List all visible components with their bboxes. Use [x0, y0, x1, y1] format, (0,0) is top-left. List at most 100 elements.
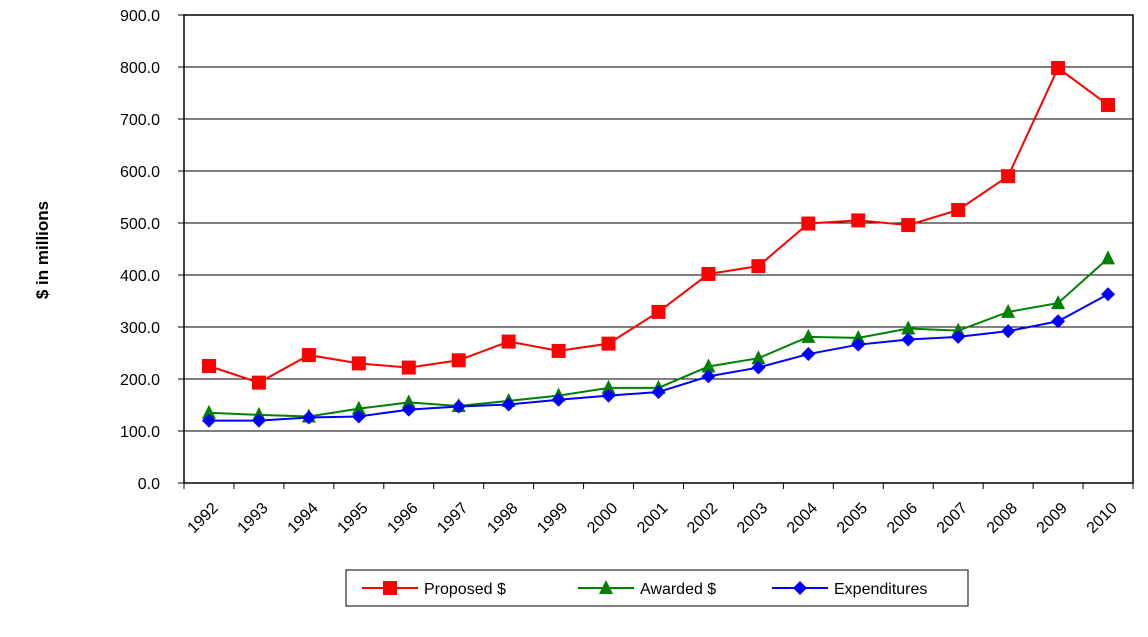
data-point	[701, 266, 716, 281]
data-point	[1101, 287, 1116, 302]
data-point	[1001, 303, 1016, 318]
x-tick-label: 2001	[634, 500, 671, 537]
data-point	[901, 332, 916, 347]
x-tick-label: 1993	[235, 500, 272, 537]
data-point	[1051, 61, 1066, 76]
data-point	[401, 394, 416, 409]
data-point	[451, 353, 466, 368]
legend-marker	[599, 580, 613, 594]
grid-lines	[184, 14, 1133, 432]
data-point	[801, 347, 816, 362]
data-point	[251, 413, 266, 428]
data-point	[651, 385, 666, 399]
data-point	[951, 203, 966, 217]
legend-item: Expenditures	[772, 581, 927, 598]
data-point	[1001, 169, 1016, 184]
data-point	[201, 404, 216, 419]
data-point	[351, 356, 366, 371]
data-point	[801, 216, 816, 231]
x-tick-label: 1997	[434, 500, 471, 537]
y-tick-label: 600.0	[120, 164, 160, 181]
data-point	[601, 388, 616, 403]
data-point	[351, 400, 366, 415]
data-point	[651, 304, 666, 319]
y-tick-label: 800.0	[120, 60, 160, 77]
legend-label: Awarded $	[640, 581, 716, 598]
plot-area	[183, 14, 1134, 484]
data-point	[701, 358, 716, 373]
legend-marker	[793, 581, 807, 595]
data-point	[901, 218, 916, 233]
x-tick-label: 1999	[534, 500, 571, 537]
data-point	[551, 392, 566, 407]
data-point	[951, 322, 966, 337]
x-tick-label: 1992	[185, 500, 222, 537]
x-tick-label: 2000	[584, 500, 621, 537]
legend: Proposed $ Awarded $ Expenditures	[345, 569, 969, 607]
data-point	[1051, 295, 1066, 310]
data-point	[351, 409, 366, 424]
x-tick-label: 1994	[285, 500, 322, 537]
y-tick-label: 200.0	[120, 372, 160, 389]
x-axis: 1992 1993 1994 1995 1996 1997 1998 1999 2000 2001…	[183, 483, 1134, 537]
data-point	[501, 397, 516, 412]
data-point	[301, 410, 316, 425]
data-point	[851, 329, 866, 344]
data-point	[851, 213, 866, 228]
y-tick-label: 400.0	[120, 268, 160, 285]
data-point	[551, 343, 566, 358]
data-point	[401, 360, 416, 375]
data-point	[451, 399, 466, 414]
plot-border	[183, 14, 1134, 484]
data-point	[401, 402, 416, 417]
x-tick-label: 2003	[734, 500, 771, 537]
y-tick-label: 300.0	[120, 320, 160, 337]
data-point	[601, 379, 616, 394]
series-proposed	[201, 61, 1116, 390]
legend-label: Proposed $	[424, 581, 506, 598]
data-point	[801, 328, 816, 343]
data-point	[251, 375, 266, 390]
x-tick-label: 2004	[784, 500, 821, 537]
data-point	[501, 334, 516, 349]
data-point	[201, 413, 216, 428]
data-point	[1001, 324, 1016, 339]
data-point	[751, 259, 766, 274]
x-tick-label: 2009	[1034, 500, 1071, 537]
legend-marker	[383, 581, 397, 595]
legend-item: Proposed $	[362, 581, 506, 598]
y-tick-label: 0.0	[138, 476, 160, 493]
y-tick-label: 500.0	[120, 216, 160, 233]
x-tick-label: 2010	[1084, 500, 1121, 537]
data-point	[901, 320, 916, 335]
x-tick-label: 2005	[834, 500, 871, 537]
legend-label: Expenditures	[834, 581, 927, 598]
data-point	[201, 359, 216, 373]
data-point	[751, 350, 766, 365]
x-tick-label: 2002	[684, 500, 721, 537]
x-tick-label: 1996	[384, 500, 421, 537]
data-point	[601, 336, 616, 351]
legend-box	[345, 569, 969, 607]
y-axis-label: $ in millions	[33, 201, 52, 299]
x-tick-label: 2006	[884, 500, 921, 537]
data-point	[1051, 314, 1066, 329]
data-point	[701, 369, 716, 384]
data-point	[1101, 250, 1116, 265]
data-point	[751, 360, 766, 375]
data-point	[1101, 97, 1116, 112]
x-tick-label: 2008	[984, 500, 1021, 537]
x-tick-label: 1995	[334, 500, 371, 537]
y-tick-label: 100.0	[120, 424, 160, 441]
y-axis: 0.0 100.0 200.0 300.0 400.0 500.0 600.0 700.0 80…	[120, 8, 184, 493]
series-layer	[201, 61, 1116, 428]
x-tick-label: 2007	[934, 500, 971, 537]
series-expenditures	[201, 287, 1116, 428]
data-point	[851, 337, 866, 352]
y-tick-label: 900.0	[120, 8, 160, 25]
data-point	[301, 348, 316, 363]
y-tick-label: 700.0	[120, 112, 160, 129]
data-point	[951, 329, 966, 344]
legend-item: Awarded $	[578, 580, 716, 598]
